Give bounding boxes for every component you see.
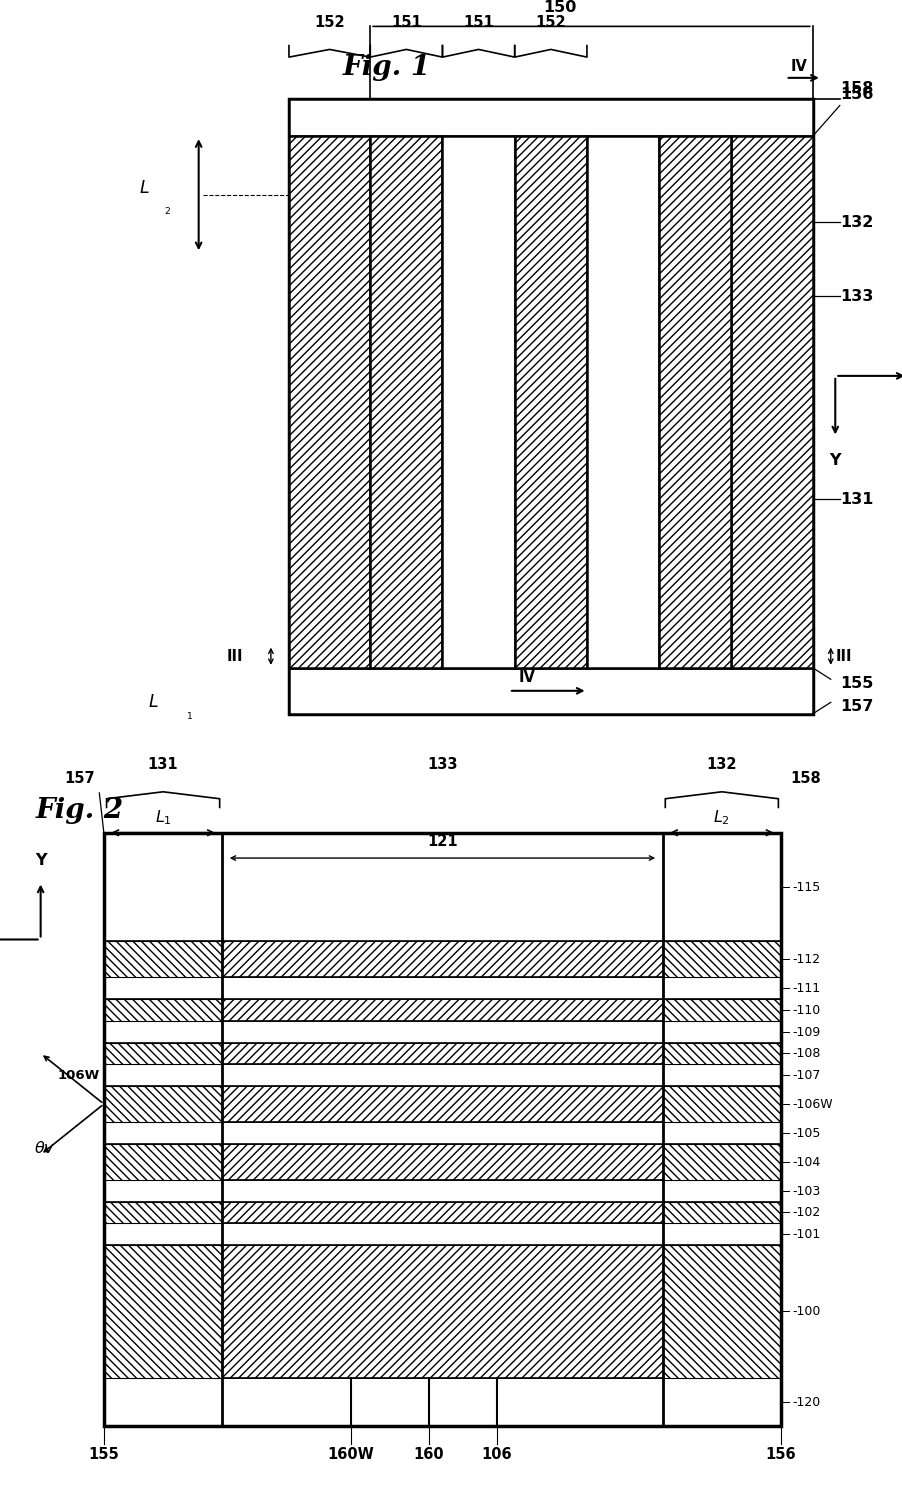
Text: 132: 132 [705,756,736,771]
Bar [104,1245,222,1378]
Text: -108: -108 [791,1047,819,1060]
Text: 160W: 160W [327,1446,374,1461]
Bar [370,137,442,668]
Bar [662,941,780,978]
Text: -103: -103 [791,1184,819,1197]
Text: III: III [834,649,851,663]
Bar [104,833,780,1425]
Bar [104,1224,780,1245]
Text: 156: 156 [839,86,872,101]
Text: -102: -102 [791,1206,819,1220]
Text: 132: 132 [839,215,872,230]
Bar [104,941,222,978]
Bar [662,1202,780,1224]
Bar [658,137,731,668]
Bar [104,1144,780,1179]
Bar [104,1042,780,1065]
Text: 157: 157 [839,699,872,714]
Bar [104,1144,222,1179]
Text: 133: 133 [839,289,872,304]
Text: 133: 133 [427,756,457,771]
Text: $L$: $L$ [148,692,159,710]
Text: -115: -115 [791,881,819,893]
Text: $_1$: $_1$ [186,708,193,722]
Bar [104,1202,780,1224]
Text: 155: 155 [839,675,872,690]
Text: 157: 157 [64,771,95,786]
Text: 151: 151 [391,15,421,30]
Bar [514,137,586,668]
Text: 155: 155 [88,1446,119,1461]
Bar [104,1202,222,1224]
Bar [289,100,812,137]
Bar [104,833,780,941]
Text: Y: Y [829,453,840,468]
Text: IV: IV [519,669,535,684]
Text: -110: -110 [791,1003,819,1017]
Bar [104,1123,780,1144]
Text: 151: 151 [463,15,493,30]
Text: 106W: 106W [57,1069,99,1081]
Text: 121: 121 [427,833,457,848]
Text: 160: 160 [413,1446,444,1461]
Bar [104,941,780,978]
Bar [662,1245,780,1378]
Bar [731,137,812,668]
Bar [662,1042,780,1065]
Bar [104,1042,222,1065]
Bar [289,668,812,714]
Text: $L_2$: $L_2$ [713,808,730,828]
Text: Fig. 2: Fig. 2 [36,796,124,825]
Bar [586,137,658,668]
Bar [104,978,780,999]
Bar [289,137,370,668]
Bar [289,100,812,714]
Bar [662,1144,780,1179]
Text: $\theta$v: $\theta$v [34,1139,56,1156]
Text: 131: 131 [839,492,872,507]
Text: $L$: $L$ [139,179,150,197]
Text: -112: -112 [791,953,819,966]
Bar [104,999,222,1021]
Text: III: III [226,649,243,663]
Bar [662,999,780,1021]
Text: 150: 150 [543,0,575,15]
Bar [104,1021,780,1042]
Text: -101: -101 [791,1227,819,1241]
Text: $L_1$: $L_1$ [154,808,171,828]
Text: 156: 156 [765,1446,796,1461]
Bar [104,1378,780,1425]
Bar [104,999,780,1021]
Bar [104,1179,780,1202]
Text: Y: Y [35,853,46,868]
Text: 158: 158 [789,771,820,786]
Text: -111: -111 [791,983,819,994]
Text: -107: -107 [791,1069,819,1081]
Text: -109: -109 [791,1026,819,1038]
Text: -106W: -106W [791,1097,832,1111]
Text: IV: IV [790,58,806,73]
Text: -120: -120 [791,1396,819,1409]
Text: 131: 131 [148,756,179,771]
Text: 152: 152 [314,15,345,30]
Bar [104,1065,780,1085]
Text: 106: 106 [481,1446,511,1461]
Text: -100: -100 [791,1305,819,1318]
Text: 152: 152 [535,15,566,30]
Bar [104,1245,780,1378]
Text: -104: -104 [791,1156,819,1169]
Text: -105: -105 [791,1127,819,1139]
Bar [662,1085,780,1123]
Bar [104,1085,780,1123]
Bar [442,137,514,668]
Bar [104,1085,222,1123]
Text: $_2$: $_2$ [163,204,170,218]
Text: Fig. 1: Fig. 1 [343,54,431,81]
Text: 158: 158 [839,81,872,95]
